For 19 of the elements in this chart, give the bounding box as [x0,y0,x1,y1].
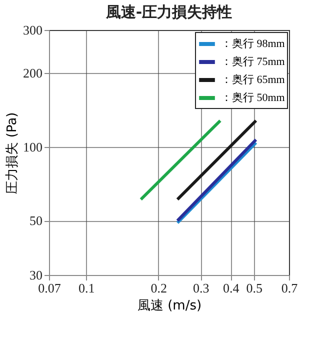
x-tick-label: 0.3 [193,280,210,296]
y-tick-label: 300 [23,22,42,38]
y-axis-title: 圧力損失 (Pa) [5,112,20,194]
legend-label: ：奥行 50mm [221,92,286,104]
legend-label: ：奥行 65mm [221,74,286,86]
y-tick-label: 30 [30,268,42,282]
x-tick-label: 0.7 [281,280,298,296]
x-tick-label: 0.5 [246,280,263,296]
x-axis-title: 風速 (m/s) [137,298,202,314]
x-tick-label: 0.4 [223,280,240,296]
chart-title: 風速-圧力損失持性 [104,3,232,21]
x-tick-label: 0.2 [150,280,168,296]
y-tick-label: 100 [23,139,42,154]
x-tick-label: 0.1 [78,280,95,296]
legend-label: ：奥行 75mm [221,56,286,68]
legend-label: ：奥行 98mm [221,38,286,50]
x-tick-label: 0.07 [38,280,62,296]
y-tick-label: 200 [23,66,42,81]
y-tick-label: 50 [30,213,42,228]
